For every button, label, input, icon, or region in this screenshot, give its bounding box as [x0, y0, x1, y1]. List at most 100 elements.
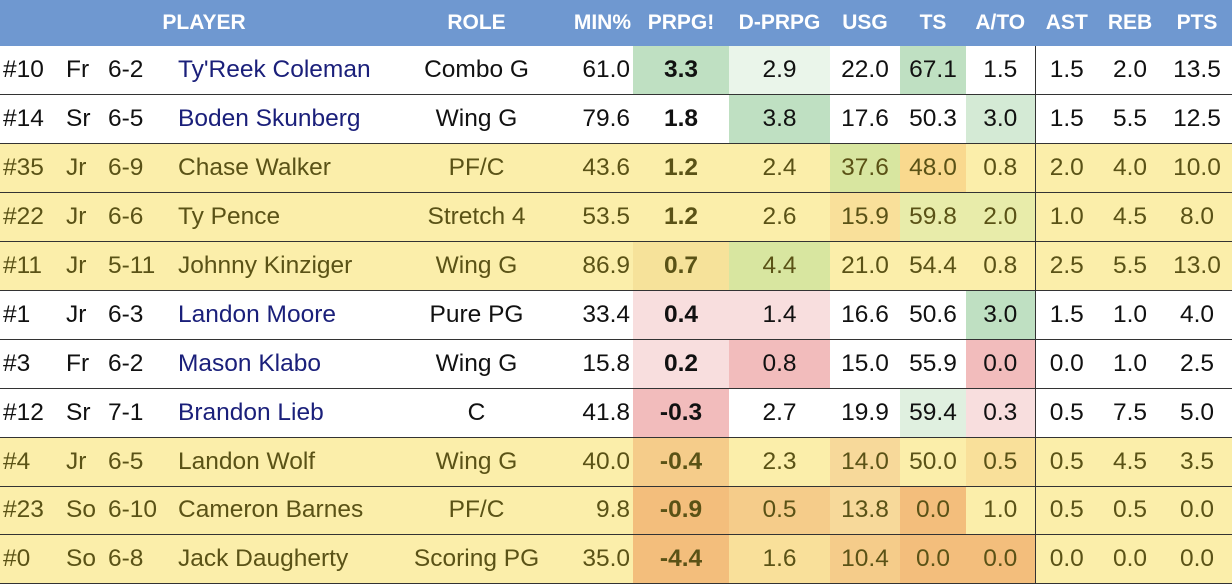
player-name-link[interactable]: Ty'Reek Coleman — [175, 46, 409, 96]
ast-header[interactable]: AST — [1034, 0, 1099, 46]
pts-cell: 13.0 — [1162, 241, 1232, 291]
player-name-link[interactable]: Landon Wolf — [175, 437, 409, 487]
dprpg-header[interactable]: D-PRPG — [729, 0, 831, 46]
prpg-header[interactable]: PRPG! — [633, 0, 730, 46]
ato-header[interactable]: A/TO — [966, 0, 1036, 46]
dprpg-cell: 2.3 — [729, 437, 831, 487]
jersey-number-cell: #1 — [0, 290, 63, 340]
role-header[interactable]: ROLE — [408, 0, 546, 46]
player-row: #0 So 6-8 Jack Daugherty Scoring PG 35.0 -4.4 1… — [0, 534, 1232, 585]
pts-cell: 0.0 — [1162, 534, 1232, 585]
class-year-cell: Fr — [63, 339, 105, 389]
ato-cell: 1.0 — [966, 486, 1036, 536]
dprpg-cell: 2.9 — [729, 46, 831, 96]
pts-header[interactable]: PTS — [1162, 0, 1232, 46]
player-name-link[interactable]: Brandon Lieb — [175, 388, 409, 438]
reb-header[interactable]: REB — [1098, 0, 1163, 46]
class-year-cell: Jr — [63, 241, 105, 291]
min-pct-cell: 61.0 — [545, 46, 634, 96]
ts-cell: 59.4 — [900, 388, 967, 438]
prpg-cell: -0.9 — [633, 486, 730, 536]
ts-cell: 59.8 — [900, 192, 967, 243]
player-header[interactable]: PLAYER — [0, 0, 409, 46]
player-name-link[interactable]: Cameron Barnes — [175, 486, 409, 536]
prpg-cell: -4.4 — [633, 534, 730, 585]
jersey-number-cell: #23 — [0, 486, 63, 536]
height-cell: 6-5 — [105, 94, 175, 145]
reb-cell: 4.0 — [1098, 143, 1163, 194]
player-name-link[interactable]: Jack Daugherty — [175, 534, 409, 585]
role-cell: Stretch 4 — [408, 192, 546, 243]
height-cell: 6-6 — [105, 192, 175, 243]
dprpg-cell: 2.4 — [729, 143, 831, 194]
player-name-link[interactable]: Landon Moore — [175, 290, 409, 340]
player-name-link[interactable]: Ty Pence — [175, 192, 409, 243]
min-header[interactable]: MIN% — [545, 0, 634, 46]
min-pct-cell: 86.9 — [545, 241, 634, 291]
ts-header[interactable]: TS — [900, 0, 967, 46]
usg-header[interactable]: USG — [830, 0, 901, 46]
player-row: #22 Jr 6-6 Ty Pence Stretch 4 53.5 1.2 2.6 15.9 5… — [0, 192, 1232, 243]
player-name-link[interactable]: Chase Walker — [175, 143, 409, 194]
role-cell: Combo G — [408, 46, 546, 96]
player-name-link[interactable]: Johnny Kinziger — [175, 241, 409, 291]
prpg-cell: 1.2 — [633, 143, 730, 194]
player-row: #3 Fr 6-2 Mason Klabo Wing G 15.8 0.2 0.8 15.0 55… — [0, 339, 1232, 389]
ts-cell: 0.0 — [900, 486, 967, 536]
jersey-number-cell: #12 — [0, 388, 63, 438]
roster-body: #10 Fr 6-2 Ty'Reek Coleman Combo G 61.0 3.3 2.9… — [0, 46, 1232, 585]
reb-cell: 1.0 — [1098, 339, 1163, 389]
ast-cell: 0.0 — [1034, 339, 1099, 389]
role-cell: Wing G — [408, 339, 546, 389]
height-cell: 6-3 — [105, 290, 175, 340]
ato-cell: 0.0 — [966, 534, 1036, 585]
player-row: #11 Jr 5-11 Johnny Kinziger Wing G 86.9 0.7 4.4… — [0, 241, 1232, 291]
player-name-link[interactable]: Boden Skunberg — [175, 94, 409, 145]
player-row: #35 Jr 6-9 Chase Walker PF/C 43.6 1.2 2.4 37.6 48… — [0, 143, 1232, 194]
player-row: #4 Jr 6-5 Landon Wolf Wing G 40.0 -0.4 2.3 14.0 5… — [0, 437, 1232, 487]
ast-cell: 1.0 — [1034, 192, 1099, 243]
usg-cell: 15.0 — [830, 339, 901, 389]
reb-cell: 1.0 — [1098, 290, 1163, 340]
role-cell: Wing G — [408, 241, 546, 291]
ts-cell: 50.3 — [900, 94, 967, 145]
usg-cell: 10.4 — [830, 534, 901, 585]
role-cell: Wing G — [408, 94, 546, 145]
min-pct-cell: 40.0 — [545, 437, 634, 487]
player-row: #1 Jr 6-3 Landon Moore Pure PG 33.4 0.4 1.4 16.6… — [0, 290, 1232, 340]
min-pct-cell: 35.0 — [545, 534, 634, 585]
reb-cell: 5.5 — [1098, 241, 1163, 291]
player-row: #23 So 6-10 Cameron Barnes PF/C 9.8 -0.9 0.5 13.… — [0, 486, 1232, 536]
ato-cell: 1.5 — [966, 46, 1036, 96]
reb-cell: 0.5 — [1098, 486, 1163, 536]
role-cell: Pure PG — [408, 290, 546, 340]
ast-cell: 2.5 — [1034, 241, 1099, 291]
ts-cell: 67.1 — [900, 46, 967, 96]
reb-cell: 2.0 — [1098, 46, 1163, 96]
min-pct-cell: 33.4 — [545, 290, 634, 340]
dprpg-cell: 0.8 — [729, 339, 831, 389]
height-cell: 6-10 — [105, 486, 175, 536]
dprpg-cell: 2.7 — [729, 388, 831, 438]
class-year-cell: Jr — [63, 143, 105, 194]
jersey-number-cell: #35 — [0, 143, 63, 194]
class-year-cell: So — [63, 534, 105, 585]
min-pct-cell: 41.8 — [545, 388, 634, 438]
ato-cell: 0.8 — [966, 241, 1036, 291]
jersey-number-cell: #3 — [0, 339, 63, 389]
usg-cell: 37.6 — [830, 143, 901, 194]
class-year-cell: Fr — [63, 46, 105, 96]
ts-cell: 55.9 — [900, 339, 967, 389]
dprpg-cell: 0.5 — [729, 486, 831, 536]
ato-cell: 3.0 — [966, 290, 1036, 340]
dprpg-cell: 1.6 — [729, 534, 831, 585]
usg-cell: 14.0 — [830, 437, 901, 487]
ato-cell: 0.8 — [966, 143, 1036, 194]
player-row: #14 Sr 6-5 Boden Skunberg Wing G 79.6 1.8 3.8 17… — [0, 94, 1232, 145]
min-pct-cell: 15.8 — [545, 339, 634, 389]
ast-cell: 1.5 — [1034, 290, 1099, 340]
player-name-link[interactable]: Mason Klabo — [175, 339, 409, 389]
ast-cell: 1.5 — [1034, 46, 1099, 96]
pts-cell: 4.0 — [1162, 290, 1232, 340]
